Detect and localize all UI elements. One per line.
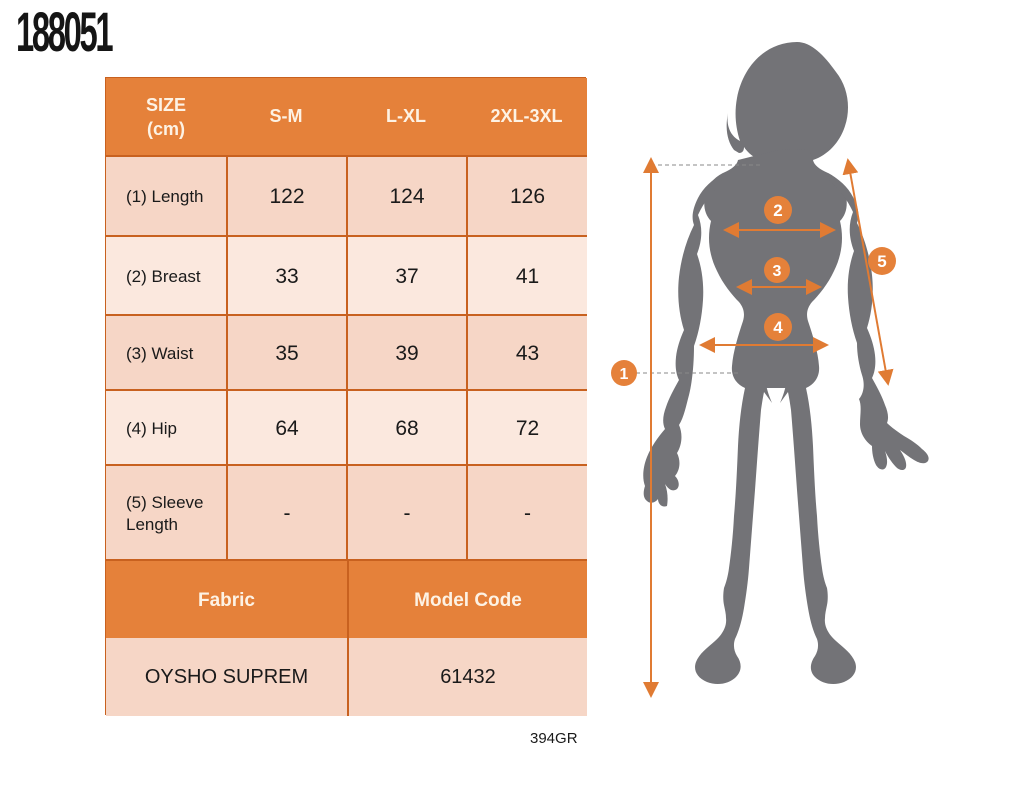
svg-text:4: 4 [773,318,783,337]
svg-text:1: 1 [620,366,629,383]
svg-text:3: 3 [773,263,782,280]
svg-text:2: 2 [773,201,782,220]
svg-text:5: 5 [877,252,886,271]
